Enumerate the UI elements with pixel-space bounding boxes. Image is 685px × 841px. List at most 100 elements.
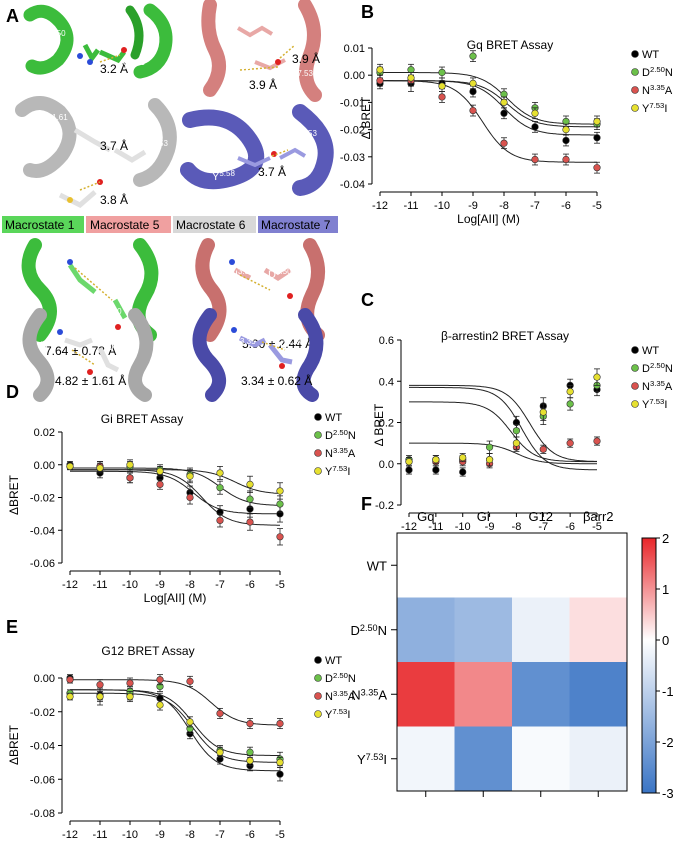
fit-curve-2 [70, 679, 280, 726]
chart-title: G12 BRET Assay [101, 644, 194, 658]
chart-title: Gi BRET Assay [101, 412, 183, 426]
heatmap-row-label: WT [367, 558, 387, 573]
legend-label-0-base: WT [325, 412, 342, 424]
legend-marker-2 [631, 86, 639, 94]
heatmap-cell [397, 533, 455, 598]
y-tick-label: -0.03 [340, 152, 365, 164]
data-point-2 [376, 77, 384, 85]
x-tick-label: -10 [455, 521, 471, 533]
fit-curve-1 [380, 72, 597, 125]
y-tick-label: -0.02 [340, 125, 365, 137]
data-point-3 [593, 373, 601, 381]
macrostate-5-swatch [86, 216, 171, 233]
heatmap-column-label: G12 [528, 509, 553, 524]
label-m1-d250: D2.50 [98, 307, 122, 322]
colorbar [641, 537, 657, 794]
colorbar-tick-label: 2 [662, 531, 669, 546]
data-point-3 [405, 458, 413, 466]
x-tick-label: -10 [434, 200, 450, 212]
data-point-2 [531, 155, 539, 164]
data-point-0 [459, 468, 467, 476]
dist-m7-top: 3.7 Å [258, 164, 286, 179]
legend-label-0-base: WT [325, 655, 342, 667]
data-point-3 [66, 462, 74, 470]
y-tick-label: -0.08 [30, 808, 55, 820]
data-point-2 [593, 437, 601, 445]
panel-letter-e: E [6, 617, 18, 637]
dist-m6-top-2: 3.8 Å [100, 192, 128, 207]
data-point-3 [246, 757, 254, 765]
legend-label-0: WT [325, 412, 342, 424]
heatmap-row-label-sup: 7.53 [366, 752, 384, 762]
legend-marker-0 [631, 50, 639, 58]
label-m5-n335: N3.35 [230, 267, 254, 282]
label-m6-y753-visible: Y7.53 [145, 139, 168, 154]
data-point-3 [126, 461, 134, 469]
heatmap-row-label-base: WT [367, 558, 387, 573]
x-tick-label: -6 [245, 579, 255, 591]
x-tick-label: -6 [561, 200, 571, 212]
legend-marker-0 [314, 656, 322, 664]
legend-label-0: WT [325, 655, 342, 667]
legend-label-0: WT [642, 49, 659, 61]
gi-bret-chart: 0.02 0.00 -0.02 -0.04 -0.06 -12 -11 -10 -9 -8 -7 -6… [7, 412, 356, 605]
legend-label-1: D2.50N [642, 361, 673, 375]
legend-label-1-base: D [642, 363, 650, 375]
structure-m6-top: L1.61 3.7 Å Y Y7.53 M2.43 3.8 Å [15, 96, 177, 209]
legend-label-2-post: A [665, 85, 673, 97]
x-tick-label: -10 [122, 579, 138, 591]
y-axis-label: Δ BRET [372, 403, 386, 446]
legend-label-0-base: WT [642, 49, 659, 61]
legend-label-0-base: WT [642, 345, 659, 357]
data-point-2 [216, 709, 224, 718]
macrostate-6-label: Macrostate 6 [176, 218, 246, 232]
colorbar-tick-label: 1 [662, 582, 669, 597]
legend-label-3-base: Y [642, 103, 650, 115]
heatmap-row-label: D2.50N [351, 623, 387, 638]
data-point-1 [500, 90, 508, 98]
x-axis-label: Log[AII] (M) [457, 212, 520, 226]
data-point-2 [562, 155, 570, 164]
heatmap-cell [512, 726, 570, 792]
fit-curve-0 [70, 470, 280, 515]
legend-label-3-base: Y [642, 399, 650, 411]
y-tick-label: 0.02 [34, 427, 55, 439]
data-point-3 [66, 692, 74, 701]
heatmap-cell [397, 726, 455, 792]
macrostate-6-swatch [173, 216, 256, 233]
heatmap-row-label-post: I [383, 752, 387, 767]
x-tick-label: -6 [245, 829, 255, 841]
legend-label-2-sup: 3.35 [650, 83, 665, 92]
data-point-3 [539, 408, 547, 416]
fit-curve-3 [70, 469, 281, 494]
legend-marker-0 [631, 346, 639, 354]
legend-label-1: D2.50N [642, 65, 673, 79]
colorbar-tick-label: -1 [662, 684, 674, 699]
heatmap-cell [454, 533, 513, 598]
heatmap-cell [512, 533, 570, 598]
heatmap-row-label: Y7.53I [357, 752, 387, 767]
data-point-2 [156, 676, 164, 684]
panel-letter-b: B [361, 2, 374, 22]
legend-label-0: WT [642, 345, 659, 357]
data-point-2 [566, 439, 574, 447]
x-tick-label: -11 [403, 200, 418, 212]
gq-bret-chart: 0.01 0.00 -0.01 -0.02 -0.03 -0.04 -12 -11 -10 -9 -… [340, 38, 673, 226]
legend-label-1: D2.50N [325, 671, 356, 685]
legend-label-3-sup: 7.53 [649, 397, 664, 406]
fit-curve-3 [70, 692, 280, 763]
macrostate-1-label: Macrostate 1 [5, 218, 75, 232]
label-m5-a239: A2.39 [228, 62, 251, 77]
heatmap-cell [454, 662, 513, 727]
heatmap-row-label: N3.35A [351, 687, 387, 702]
data-point-2 [500, 139, 508, 147]
data-point-0 [432, 466, 440, 474]
x-tick-label: -8 [185, 829, 195, 841]
x-tick-label: -9 [155, 579, 165, 591]
heatmap-cell [569, 662, 628, 727]
heatmap-row-label-post: A [378, 687, 387, 702]
label-m5-y753: Y7.53 [290, 69, 313, 84]
legend-label-3-base: Y [325, 709, 333, 721]
data-point-2 [438, 93, 446, 101]
